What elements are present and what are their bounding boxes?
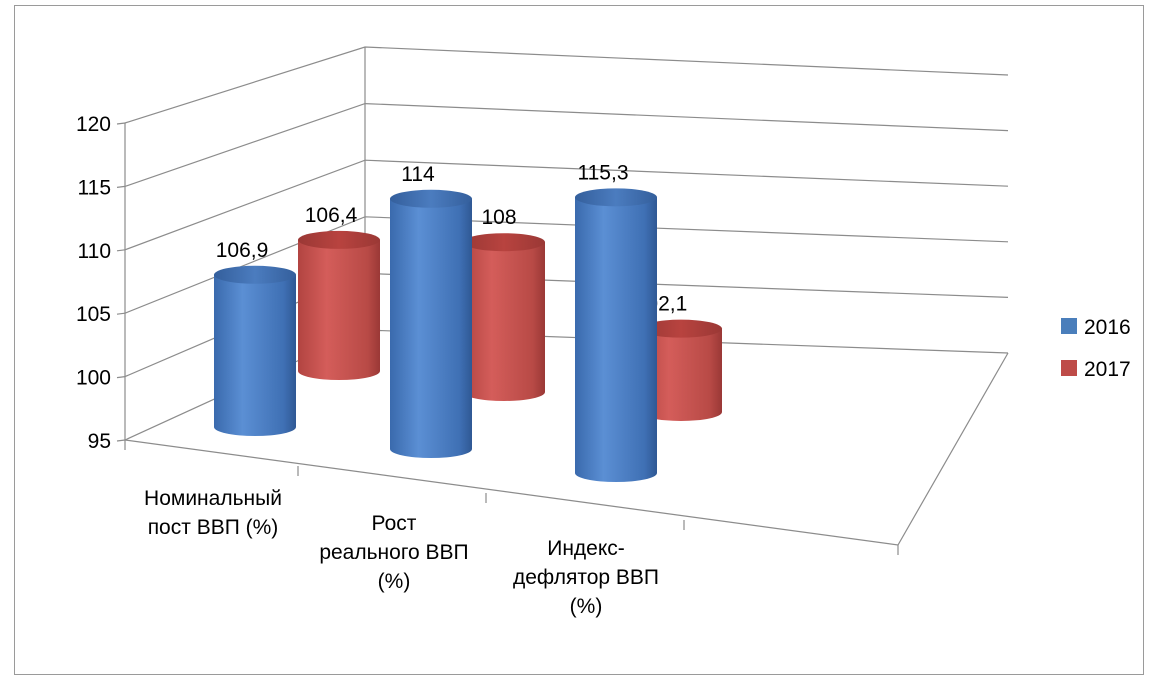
bar-body — [214, 274, 296, 436]
x-category-label: Индекс-дефлятор ВВП (%) — [513, 537, 659, 618]
bar-body — [463, 242, 545, 401]
bar-2017-2: 108 — [463, 206, 545, 401]
y-tick-label: 120 — [76, 113, 111, 136]
data-label: 106,4 — [305, 204, 358, 227]
legend-swatch — [1061, 360, 1077, 376]
legend: 2016 2017 — [1061, 316, 1131, 381]
y-tick — [116, 249, 126, 252]
y-tick-label: 100 — [76, 367, 111, 390]
y-tick-label: 95 — [88, 430, 111, 453]
x-category-label: Рост реального ВВП (%) — [319, 512, 468, 593]
bar-2017-1: 106,4 — [298, 204, 380, 380]
data-label: 108 — [481, 206, 516, 229]
y-axis: 95 100 105 110 115 120 — [76, 113, 899, 555]
bar-top — [640, 319, 722, 338]
data-label: 115,3 — [578, 161, 629, 184]
x-category-label-line: дефлятор ВВП — [513, 566, 659, 589]
bar-top — [463, 233, 545, 252]
x-category-label: Номинальный пост ВВП (%) — [144, 487, 282, 539]
legend-label: 2017 — [1084, 358, 1131, 381]
bar-body — [575, 197, 657, 483]
data-label: 106,9 — [216, 239, 269, 262]
bar-top — [390, 189, 472, 208]
y-tick — [116, 439, 126, 442]
x-category-label-line: реального ВВП — [319, 541, 468, 564]
legend-swatch — [1061, 318, 1077, 334]
y-tick — [116, 376, 126, 379]
bar-top — [575, 188, 657, 207]
bar-2016-2: 114 — [390, 163, 472, 458]
y-tick — [116, 185, 126, 188]
data-label: 114 — [401, 163, 435, 186]
y-tick-label: 110 — [78, 240, 111, 263]
x-category-label-line: Рост — [372, 512, 417, 535]
x-category-label-line: Индекс- — [547, 537, 625, 560]
y-tick-label: 105 — [76, 303, 111, 326]
bar-body — [298, 239, 380, 380]
bar-top — [298, 230, 380, 249]
y-tick-label: 115 — [78, 176, 111, 199]
gridline — [124, 102, 1009, 187]
bar-body — [390, 198, 472, 458]
bar-2016-3: 115,3 — [575, 161, 657, 483]
x-category-label-line: Номинальный — [144, 487, 282, 510]
chart-walls — [124, 46, 1009, 546]
bar-body — [640, 328, 722, 421]
bar-2016-1: 106,9 — [214, 239, 296, 436]
x-category-label-line: пост ВВП (%) — [148, 516, 279, 539]
x-category-label-line: (%) — [570, 595, 603, 618]
x-category-label-line: (%) — [378, 570, 411, 593]
y-tick — [116, 122, 126, 125]
legend-label: 2016 — [1084, 316, 1131, 339]
y-tick — [116, 312, 126, 315]
bar-top — [214, 265, 296, 284]
x-axis-labels: Номинальный пост ВВП (%) Рост реального ВВП… — [144, 487, 659, 618]
